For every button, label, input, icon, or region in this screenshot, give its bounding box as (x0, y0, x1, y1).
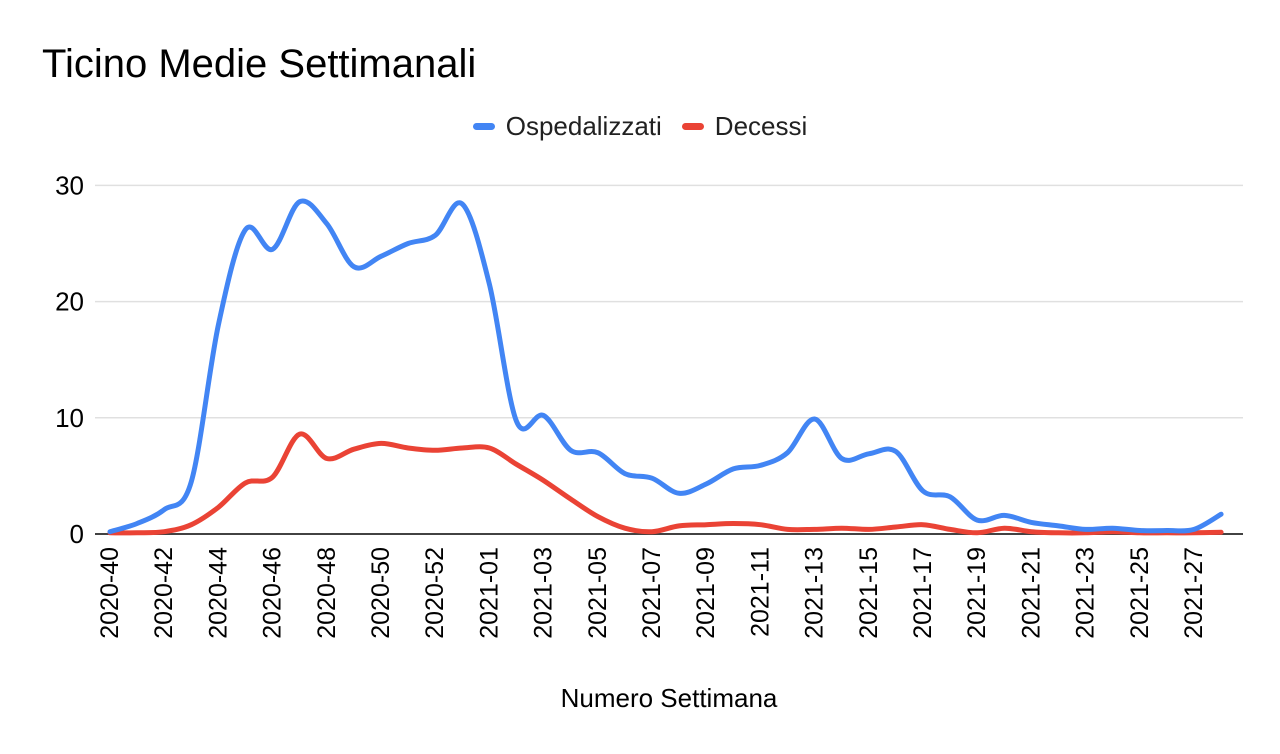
x-tick-label: 2021-15 (855, 547, 883, 639)
x-tick-label: 2021-07 (638, 547, 666, 639)
y-tick-label: 0 (70, 519, 84, 549)
x-tick-label: 2020-46 (259, 547, 287, 639)
legend-label-decessi: Decessi (714, 111, 808, 141)
y-tick-label: 10 (55, 403, 84, 433)
x-tick-label: 2021-23 (1072, 547, 1100, 639)
x-tick-label: 2020-40 (96, 547, 124, 639)
x-tick-label: 2020-50 (367, 547, 395, 639)
y-tick-label: 20 (55, 287, 84, 317)
x-tick-label: 2021-25 (1126, 547, 1154, 639)
chart-title: Ticino Medie Settimanali (42, 42, 477, 86)
x-tick-label: 2021-11 (746, 547, 774, 637)
legend-item-decessi[interactable]: Decessi (681, 111, 808, 142)
x-axis-title: Numero Settimana (560, 683, 778, 713)
legend: Ospedalizzati Decessi (0, 111, 1280, 142)
x-tick-label: 2020-44 (204, 547, 232, 639)
x-tick-label: 2021-01 (475, 547, 503, 639)
x-tick-label: 2020-52 (421, 547, 449, 639)
decessi-series-dash-icon (681, 123, 704, 130)
x-tick-label: 2021-03 (530, 547, 558, 639)
series-line-ospedalizzati (107, 198, 1224, 535)
x-tick-label: 2020-42 (150, 547, 178, 639)
x-tick-label: 2021-21 (1017, 547, 1045, 639)
x-tick-label: 2021-09 (692, 547, 720, 639)
y-tick-label: 30 (55, 170, 84, 200)
x-tick-label: 2021-17 (909, 547, 937, 639)
x-tick-label: 2021-13 (801, 547, 829, 639)
series-line-decessi (107, 431, 1224, 536)
ospedalizzati-series-dash-icon (472, 123, 495, 130)
x-tick-label: 2020-48 (313, 547, 341, 639)
x-tick-label: 2021-27 (1180, 547, 1208, 639)
legend-label-ospedalizzati: Ospedalizzati (505, 111, 662, 141)
legend-item-ospedalizzati[interactable]: Ospedalizzati (472, 111, 662, 142)
x-tick-label: 2021-05 (584, 547, 612, 639)
x-tick-label: 2021-19 (963, 547, 991, 639)
